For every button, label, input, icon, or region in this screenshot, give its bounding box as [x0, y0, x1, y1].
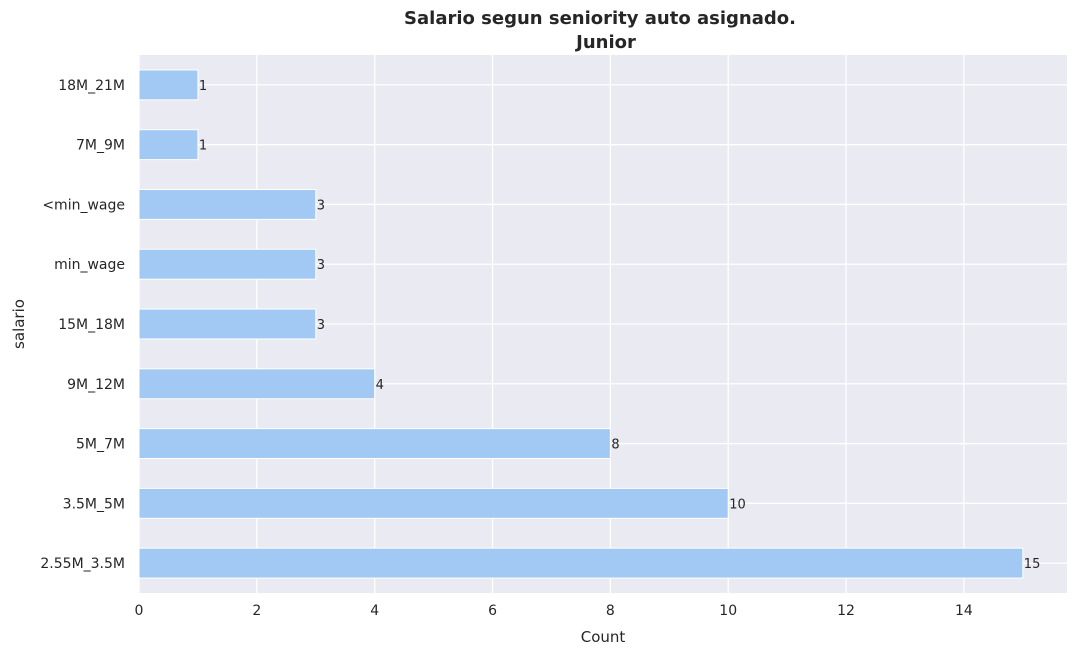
x-tick-label: 14	[955, 603, 973, 619]
y-tick-label: <min_wage	[42, 197, 125, 213]
bar-value-label: 4	[376, 378, 384, 393]
bar	[138, 248, 317, 280]
x-tick-label: 4	[370, 603, 379, 619]
x-tick-label: 2	[252, 603, 261, 619]
bars	[138, 69, 1024, 579]
y-tick-label: 2.55M_3.5M	[40, 556, 125, 572]
x-tick-label: 12	[837, 603, 855, 619]
bar	[138, 69, 199, 101]
y-tick-labels: 18M_21M 7M_9M <min_wage min_wage 15M_18M 9M_1…	[40, 78, 125, 572]
bar-value-label: 1	[199, 79, 207, 94]
data-labels: 1 1 3 3 3 4 8 10 15	[199, 79, 1040, 572]
bar	[138, 189, 317, 220]
bar	[138, 129, 199, 161]
x-tick-label: 10	[719, 603, 737, 619]
y-tick-label: 18M_21M	[58, 78, 125, 94]
bar-value-label: 3	[317, 318, 325, 333]
chart-title: Salario segun seniority auto asignado.	[404, 8, 796, 29]
y-axis-label: salario	[10, 299, 28, 349]
x-tick-label: 6	[488, 603, 497, 619]
x-tick-label: 8	[606, 603, 615, 619]
bar-value-label: 10	[729, 497, 746, 512]
bar	[138, 547, 1024, 579]
bar-value-label: 3	[317, 258, 325, 273]
x-tick-label: 0	[135, 603, 144, 619]
y-tick-label: 5M_7M	[76, 437, 125, 453]
bar-value-label: 3	[317, 198, 325, 213]
y-tick-label: min_wage	[54, 257, 125, 273]
y-tick-label: 9M_12M	[67, 377, 125, 393]
bar	[138, 368, 376, 400]
bar	[138, 308, 317, 340]
y-tick-label: 7M_9M	[76, 138, 125, 154]
y-tick-label: 3.5M_5M	[63, 496, 125, 512]
bar-value-label: 1	[199, 139, 207, 154]
chart-subtitle: Junior	[574, 32, 636, 53]
x-tick-labels: 0 2 4 6 8 10 12 14	[135, 603, 973, 619]
bar-value-label: 8	[611, 438, 619, 453]
bar-value-label: 15	[1024, 557, 1041, 572]
y-tick-label: 15M_18M	[58, 317, 125, 333]
bar	[138, 428, 611, 460]
x-axis-label: Count	[581, 628, 626, 646]
bar	[138, 487, 729, 519]
